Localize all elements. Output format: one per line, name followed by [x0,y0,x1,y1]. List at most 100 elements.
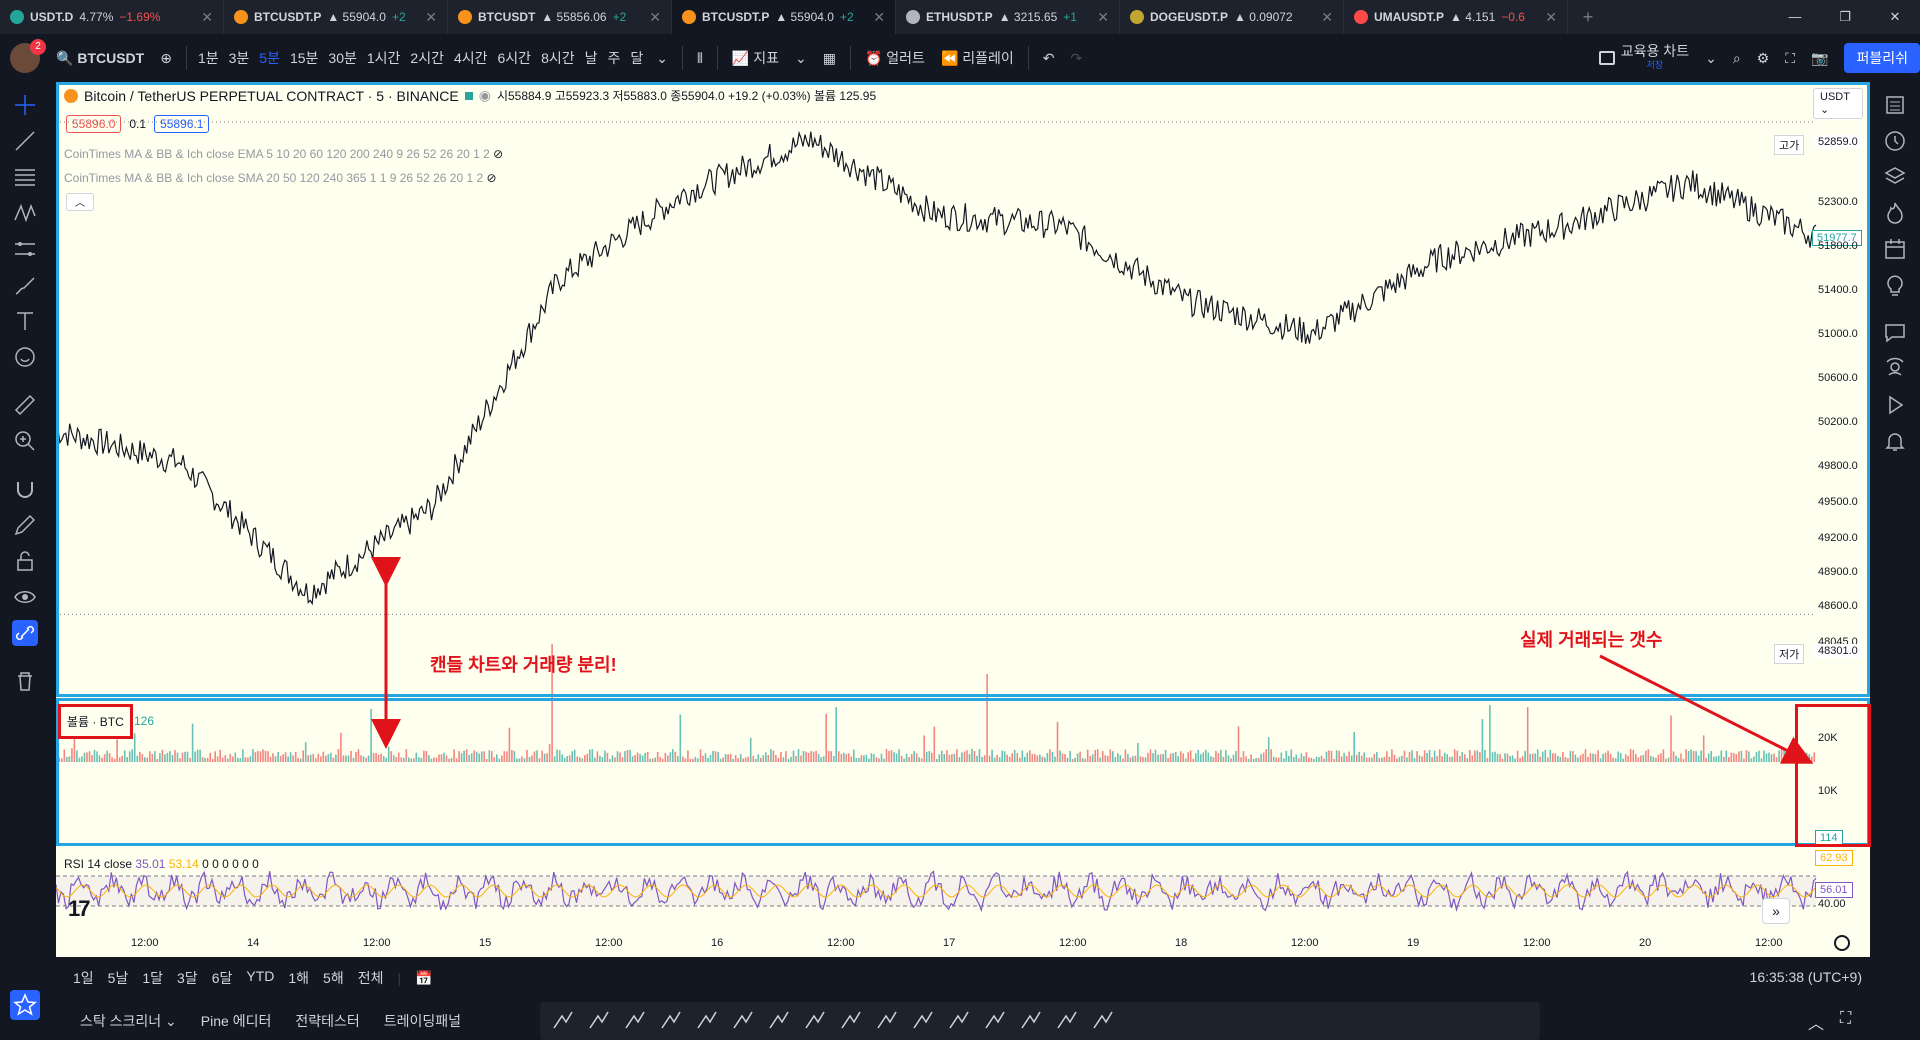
circle-icon[interactable] [982,1008,1008,1034]
layout-button[interactable]: 교육용 차트 저장 [1591,44,1697,72]
rsi-legend[interactable]: RSI 14 close 35.01 53.14 0 0 0 0 0 0 [64,857,259,871]
watchlist-icon[interactable] [1882,92,1908,118]
range-8[interactable]: 전체 [357,970,384,986]
tab-5[interactable]: DOGEUSDT.P ▲ 0.09072 ✕ [1120,0,1344,34]
tab-0[interactable]: USDT.D 4.77% −1.69% ✕ [0,0,224,34]
rectangle-icon[interactable] [838,1008,864,1034]
hotlist-flame-icon[interactable] [1882,200,1908,226]
eye-icon[interactable] [12,584,38,610]
hidden-eye-icon[interactable]: ⊘ [486,171,497,185]
close-tab-icon[interactable]: ✕ [649,8,661,25]
interval-2[interactable]: 5분 [259,50,280,66]
eye-icon[interactable]: ◉ [478,87,491,103]
ask-button[interactable]: 55896.1 [154,115,210,133]
crosshair-icon[interactable] [12,92,38,118]
chat-icon[interactable] [1882,320,1908,346]
fullscreen-icon[interactable]: ⛶ [1785,50,1796,66]
goto-date-icon[interactable]: 📅 [415,969,433,986]
axis-settings-icon[interactable] [1834,935,1850,951]
interval-5[interactable]: 1시간 [366,50,401,66]
close-tab-icon[interactable]: ✕ [873,8,885,25]
templates-icon[interactable]: ▦ [822,50,836,66]
forecast-icon[interactable] [12,236,38,262]
close-tab-icon[interactable]: ✕ [1545,8,1557,25]
chevron-down-icon[interactable]: ⌄ [1705,50,1717,66]
close-tab-icon[interactable]: ✕ [1321,8,1333,25]
streams-icon[interactable] [1882,356,1908,382]
drag-handle-icon[interactable] [550,1008,576,1034]
indicators-button[interactable]: 📈 지표 [731,50,779,66]
redo-icon[interactable]: ↷ [1070,50,1083,66]
collapse-legend-button[interactable]: ︿ [66,193,94,211]
trash-icon[interactable] [12,668,38,694]
range-7[interactable]: 5해 [323,970,344,986]
settings-icon[interactable]: ⚙ [1756,50,1770,66]
range-3[interactable]: 3달 [177,970,198,986]
projection-icon[interactable] [1054,1008,1080,1034]
range-1[interactable]: 5날 [107,970,129,986]
bid-button[interactable]: 55896.0 [66,115,122,133]
path-icon[interactable] [874,1008,900,1034]
zoom-icon[interactable] [12,428,38,454]
chevron-down-icon[interactable]: ⌄ [656,50,669,66]
expand-panel-icon[interactable]: ︿ [1808,1016,1825,1033]
indicator-ema-legend[interactable]: CoinTimes MA & BB & Ich close EMA 5 10 2… [64,147,503,161]
range-4[interactable]: 6달 [211,970,233,986]
fib-icon[interactable] [910,1008,936,1034]
lock-icon[interactable] [12,548,38,574]
panel-stock-screener[interactable]: 스탁 스크리너 ⌄ [80,1013,177,1029]
alerts-clock-icon[interactable] [1882,128,1908,154]
gann-icon[interactable] [946,1008,972,1034]
indicator-sma-legend[interactable]: CoinTimes MA & BB & Ich close SMA 20 50 … [64,171,497,185]
interval-12[interactable]: 달 [630,50,644,66]
add-symbol-icon[interactable]: ⊕ [160,50,172,66]
parallel-channel-icon[interactable] [694,1008,720,1034]
interval-4[interactable]: 30분 [328,50,357,66]
tab-1[interactable]: BTCUSDT.P ▲ 55904.0 +2 ✕ [224,0,448,34]
panel-trading[interactable]: 트레이딩패널 [383,1013,462,1029]
camera-icon[interactable]: 📷 [1811,50,1829,66]
close-tab-icon[interactable]: ✕ [425,8,437,25]
magnet-icon[interactable] [12,476,38,502]
avatar[interactable]: 2 [10,39,46,73]
ideas-bulb-icon[interactable] [1882,272,1908,298]
flag-icon[interactable] [766,1008,792,1034]
hidden-eye-icon[interactable]: ⊘ [493,147,504,161]
interval-9[interactable]: 8시간 [541,50,575,66]
pitchfork-icon[interactable] [730,1008,756,1034]
angle-icon[interactable] [1090,1008,1116,1034]
bell-icon[interactable] [1882,428,1908,454]
interval-3[interactable]: 15분 [289,50,319,66]
clock[interactable]: 16:35:38 (UTC+9) [1749,969,1862,985]
brush-icon[interactable] [12,272,38,298]
new-tab-icon[interactable]: + [1582,6,1594,27]
close-icon[interactable]: ✕ [1889,9,1901,24]
tab-4[interactable]: ETHUSDT.P ▲ 3215.65 +1 ✕ [896,0,1120,34]
close-tab-icon[interactable]: ✕ [1097,8,1109,25]
pattern-icon[interactable] [12,200,38,226]
interval-11[interactable]: 주 [607,50,621,66]
interval-6[interactable]: 2시간 [410,50,444,66]
calendar-icon[interactable] [1882,236,1908,262]
trend-line-icon[interactable] [586,1008,612,1034]
interval-8[interactable]: 6시간 [497,50,532,66]
range-0[interactable]: 1일 [73,970,94,986]
fib-icon[interactable] [12,164,38,190]
range-6[interactable]: 1해 [288,970,310,986]
publish-button[interactable]: 퍼블리쉬 [1844,43,1920,73]
volume-legend[interactable]: 볼륨 · BTC [58,704,133,739]
layers-icon[interactable] [1882,164,1908,190]
text-icon[interactable] [12,308,38,334]
replay-button[interactable]: ⏪ 리플레이 [940,50,1014,66]
interval-10[interactable]: 날 [584,50,598,66]
close-tab-icon[interactable]: ✕ [201,8,213,25]
interval-1[interactable]: 3분 [228,50,250,66]
emoji-icon[interactable] [12,344,38,370]
undo-icon[interactable]: ↶ [1042,50,1055,66]
range-2[interactable]: 1달 [142,970,164,986]
interval-7[interactable]: 4시간 [453,50,488,66]
horizontal-line-icon[interactable] [658,1008,684,1034]
maximize-panel-icon[interactable]: ⛶ [1840,1010,1852,1027]
play-icon[interactable] [1882,392,1908,418]
text-icon[interactable] [802,1008,828,1034]
